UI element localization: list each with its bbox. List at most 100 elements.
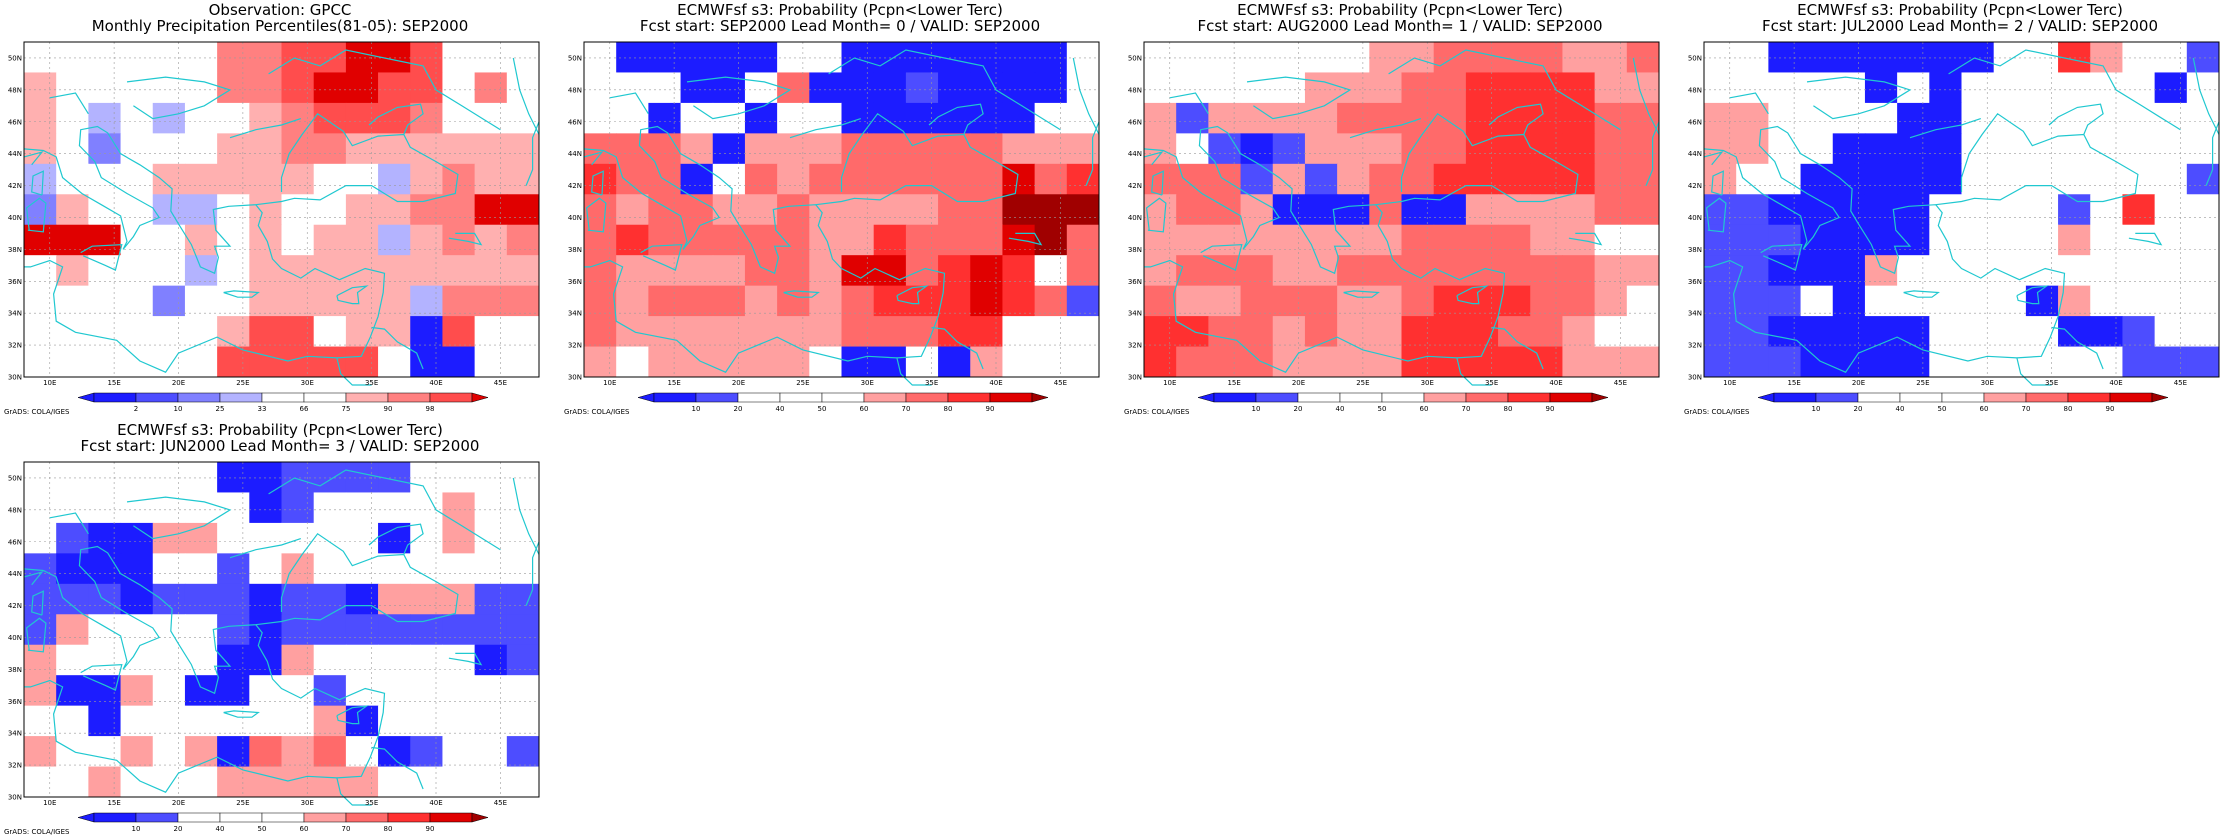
- heatmap-cell: [56, 614, 89, 646]
- heatmap-cell: [184, 614, 218, 646]
- coastline: [2016, 285, 2049, 305]
- colorbar-label: 33: [258, 405, 267, 413]
- x-tick-label: 45E: [494, 799, 507, 807]
- heatmap-cell: [809, 224, 842, 256]
- heatmap-cell: [1626, 285, 1660, 317]
- heatmap-cell: [410, 163, 443, 195]
- heatmap-cell: [970, 224, 1003, 256]
- heatmap-cell: [313, 163, 347, 195]
- colorbar-label: 90: [2106, 405, 2115, 413]
- heatmap-cell: [506, 224, 540, 256]
- heatmap-cell: [680, 133, 714, 165]
- heatmap-cell: [1433, 346, 1467, 378]
- heatmap-cell: [1176, 163, 1209, 195]
- y-tick-label: 34N: [1688, 310, 1702, 318]
- heatmap-cell: [2090, 102, 2123, 134]
- heatmap-cell: [1768, 133, 1802, 165]
- panel-title-line1: ECMWFsf s3: Probability (Pcpn<Lower Terc…: [1237, 1, 1563, 19]
- heatmap-cell: [88, 614, 122, 646]
- heatmap-cell: [474, 705, 508, 737]
- heatmap-cell: [777, 194, 810, 226]
- heatmap-cell: [1800, 255, 1834, 287]
- coastline: [783, 290, 820, 298]
- heatmap-cell: [249, 255, 282, 287]
- heatmap-cell: [1800, 72, 1834, 104]
- heatmap-cell: [184, 583, 218, 615]
- heatmap-cell: [120, 766, 154, 798]
- heatmap-cell: [1304, 42, 1338, 73]
- heatmap-cell: [184, 133, 218, 165]
- heatmap-cell: [1736, 194, 1769, 226]
- heatmap-cell: [616, 72, 649, 104]
- heatmap-cell: [1594, 163, 1628, 195]
- heatmap-cell: [1626, 316, 1660, 348]
- heatmap-cell: [184, 72, 218, 104]
- heatmap-cell: [1736, 316, 1769, 348]
- heatmap-cell: [217, 163, 250, 195]
- heatmap-cell: [506, 316, 540, 348]
- heatmap-cell: [648, 72, 682, 104]
- heatmap-cell: [2154, 255, 2188, 287]
- coastline: [229, 538, 301, 559]
- heatmap-cell: [1864, 72, 1898, 104]
- heatmap-cell: [506, 644, 540, 676]
- heatmap-cell: [474, 285, 508, 317]
- heatmap-cell: [1433, 72, 1467, 104]
- heatmap-cell: [442, 766, 476, 798]
- heatmap-cell: [1034, 72, 1068, 104]
- coastline: [371, 746, 424, 790]
- heatmap-cell: [1208, 194, 1242, 226]
- y-tick-label: 50N: [8, 54, 22, 62]
- coastline: [2048, 103, 2104, 135]
- heatmap-cell: [281, 285, 315, 317]
- heatmap-cell: [841, 72, 875, 104]
- colorbar-label: 80: [1504, 405, 1513, 413]
- panel-observation-gpcc: Observation: GPCC Monthly Precipitation …: [0, 0, 560, 420]
- heatmap-cell: [1337, 133, 1370, 165]
- heatmap-cell: [345, 194, 379, 226]
- heatmap-cell: [1626, 102, 1660, 134]
- heatmap-cell: [506, 163, 540, 195]
- heatmap-cell: [648, 346, 682, 378]
- heatmap-cell: [313, 42, 347, 73]
- y-tick-label: 38N: [8, 246, 22, 254]
- heatmap-cell: [1736, 346, 1769, 378]
- heatmap-cell: [24, 583, 57, 615]
- heatmap-cell: [970, 72, 1003, 104]
- heatmap-cell: [217, 285, 250, 317]
- heatmap-cell: [1800, 346, 1834, 378]
- heatmap-cell: [1401, 133, 1435, 165]
- heatmap-cell: [56, 492, 89, 524]
- heatmap-cell: [809, 255, 842, 287]
- y-tick-label: 40N: [1128, 214, 1142, 222]
- heatmap-cell: [1736, 42, 1769, 73]
- heatmap-cell: [345, 522, 379, 554]
- heatmap-cell: [152, 583, 186, 615]
- heatmap-cell: [1961, 72, 1995, 104]
- heatmap-cell: [1369, 133, 1402, 165]
- heatmap-cell: [2186, 316, 2220, 348]
- heatmap-cell: [1929, 133, 1962, 165]
- heatmap-cell: [2090, 72, 2123, 104]
- heatmap-cell: [1736, 163, 1769, 195]
- coastline: [1948, 49, 2181, 131]
- x-tick-label: 30E: [301, 379, 314, 387]
- coastline: [31, 170, 44, 196]
- heatmap-cell: [1800, 42, 1834, 73]
- heatmap-cell: [2186, 194, 2220, 226]
- colorbar-label: 70: [1462, 405, 1471, 413]
- heatmap-cell: [442, 72, 476, 104]
- heatmap-cell: [1961, 346, 1995, 378]
- heatmap-cell: [474, 553, 508, 585]
- heatmap-cell: [313, 316, 347, 348]
- x-tick-label: 15E: [1787, 379, 1800, 387]
- heatmap-cell: [905, 285, 939, 317]
- heatmap-cell: [873, 163, 907, 195]
- heatmap-cell: [2025, 194, 2059, 226]
- heatmap-cell: [744, 224, 778, 256]
- heatmap-cell: [281, 72, 315, 104]
- colorbar-box: [387, 392, 431, 403]
- x-tick-label: 45E: [2174, 379, 2187, 387]
- heatmap-cell: [1208, 72, 1242, 104]
- coastline: [896, 285, 929, 305]
